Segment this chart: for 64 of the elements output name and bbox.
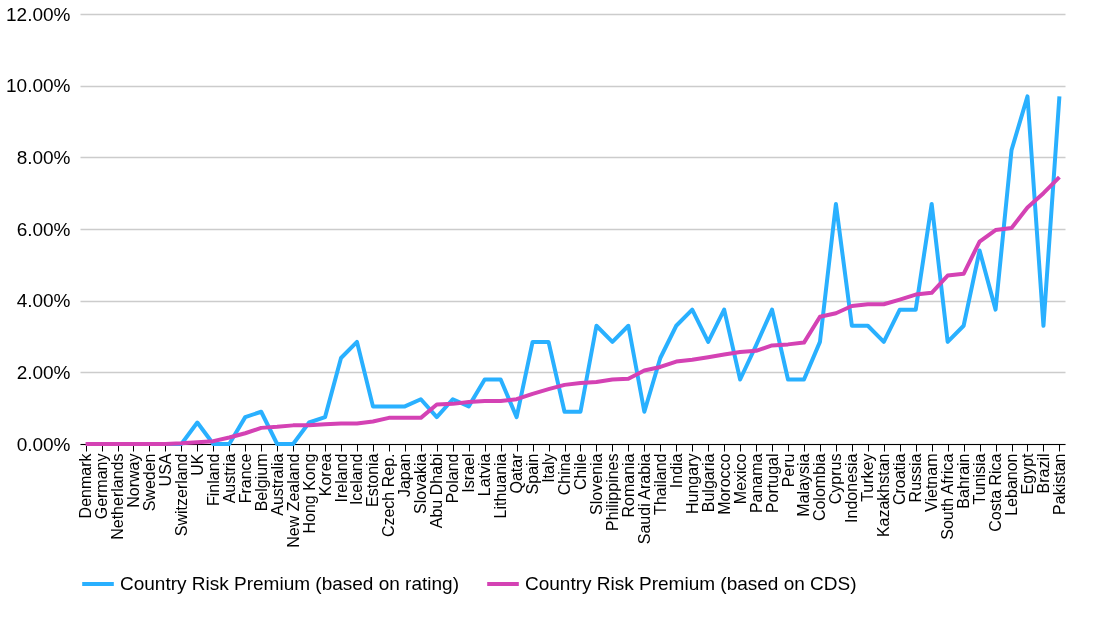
y-tick-label: 10.00%: [6, 75, 71, 97]
x-tick-label: Austria: [220, 453, 238, 504]
x-tick-label: Cyprus: [827, 453, 845, 505]
y-tick-label: 2.00%: [16, 361, 71, 383]
x-tick-label: Russia: [907, 453, 925, 503]
x-tick-label: Abu Dhabi: [428, 453, 446, 529]
x-tick-label: Costa Rica: [987, 453, 1005, 532]
x-tick-label: Norway: [124, 453, 142, 508]
x-tick-label: Thailand: [651, 453, 669, 515]
x-tick-label: Chile: [571, 453, 589, 490]
x-tick-label: Tunisia: [971, 453, 989, 505]
x-tick-label: Slovakia: [412, 453, 430, 514]
y-tick-label: 0.00%: [16, 433, 71, 455]
x-tick-label: Spain: [524, 453, 542, 495]
x-tick-label: South Africa: [939, 453, 957, 540]
x-tick-label: Latvia: [476, 453, 494, 497]
line-series: [83, 175, 1062, 446]
x-tick-label: Hungary: [683, 453, 701, 514]
x-tick-label: Estonia: [364, 453, 382, 507]
x-tick-label: Kazakhstan: [875, 453, 893, 538]
y-tick-label: 6.00%: [16, 218, 71, 240]
x-tick-label: France: [236, 453, 254, 504]
x-tick-label: Panama: [747, 453, 765, 514]
x-tick-label: Italy: [540, 453, 558, 483]
x-tick-label: Lebanon: [1003, 453, 1021, 516]
x-tick-label: Indonesia: [843, 453, 861, 523]
x-tick-label: Czech Rep.: [380, 453, 398, 538]
x-tick-label: Ireland: [332, 453, 350, 503]
x-tick-label: India: [667, 453, 685, 489]
x-tick-label: Bahrain: [955, 453, 973, 509]
x-tick-label: New Zealand: [284, 453, 302, 548]
x-tick-label: Saudi Arabia: [635, 453, 653, 545]
x-tick-label: Finland: [204, 453, 222, 506]
x-tick-label: China: [556, 453, 574, 496]
x-tick-label: Vietnam: [923, 453, 941, 512]
y-tick-label: 4.00%: [16, 290, 71, 312]
x-tick-label: Poland: [444, 453, 462, 504]
y-tick-label: 8.00%: [16, 146, 71, 168]
legend-label: Country Risk Premium (based on CDS): [525, 573, 857, 594]
x-tick-label: UK: [188, 453, 206, 476]
y-tick-label: 12.00%: [6, 3, 71, 25]
x-tick-label: Switzerland: [172, 453, 190, 537]
x-tick-label: Malaysia: [795, 453, 813, 517]
x-tick-label: Japan: [396, 453, 414, 498]
x-tick-label: Lithuania: [492, 453, 510, 519]
x-tick-label: Croatia: [891, 453, 909, 506]
x-tick-label: Mexico: [731, 453, 749, 505]
x-tick-label: Qatar: [508, 452, 526, 494]
x-tick-label: Netherlands: [109, 453, 127, 540]
x-tick-label: Colombia: [811, 453, 829, 522]
x-tick-label: Turkey: [859, 453, 877, 502]
x-tick-label: Iceland: [348, 453, 366, 506]
x-tick-label: Germany: [93, 453, 111, 520]
x-tick-label: Israel: [460, 453, 478, 493]
x-tick-label: Pakistan: [1050, 453, 1068, 515]
x-tick-label: Slovenia: [587, 453, 605, 515]
x-tick-label: Denmark: [77, 452, 95, 519]
x-tick-label: Portugal: [763, 453, 781, 514]
x-tick-label: Egypt: [1018, 452, 1036, 495]
x-tick-label: Philippines: [603, 453, 621, 531]
legend-label: Country Risk Premium (based on rating): [120, 573, 459, 594]
x-tick-label: USA: [156, 453, 174, 487]
x-tick-label: Belgium: [252, 453, 270, 512]
x-tick-label: Hong Kong: [300, 453, 318, 534]
